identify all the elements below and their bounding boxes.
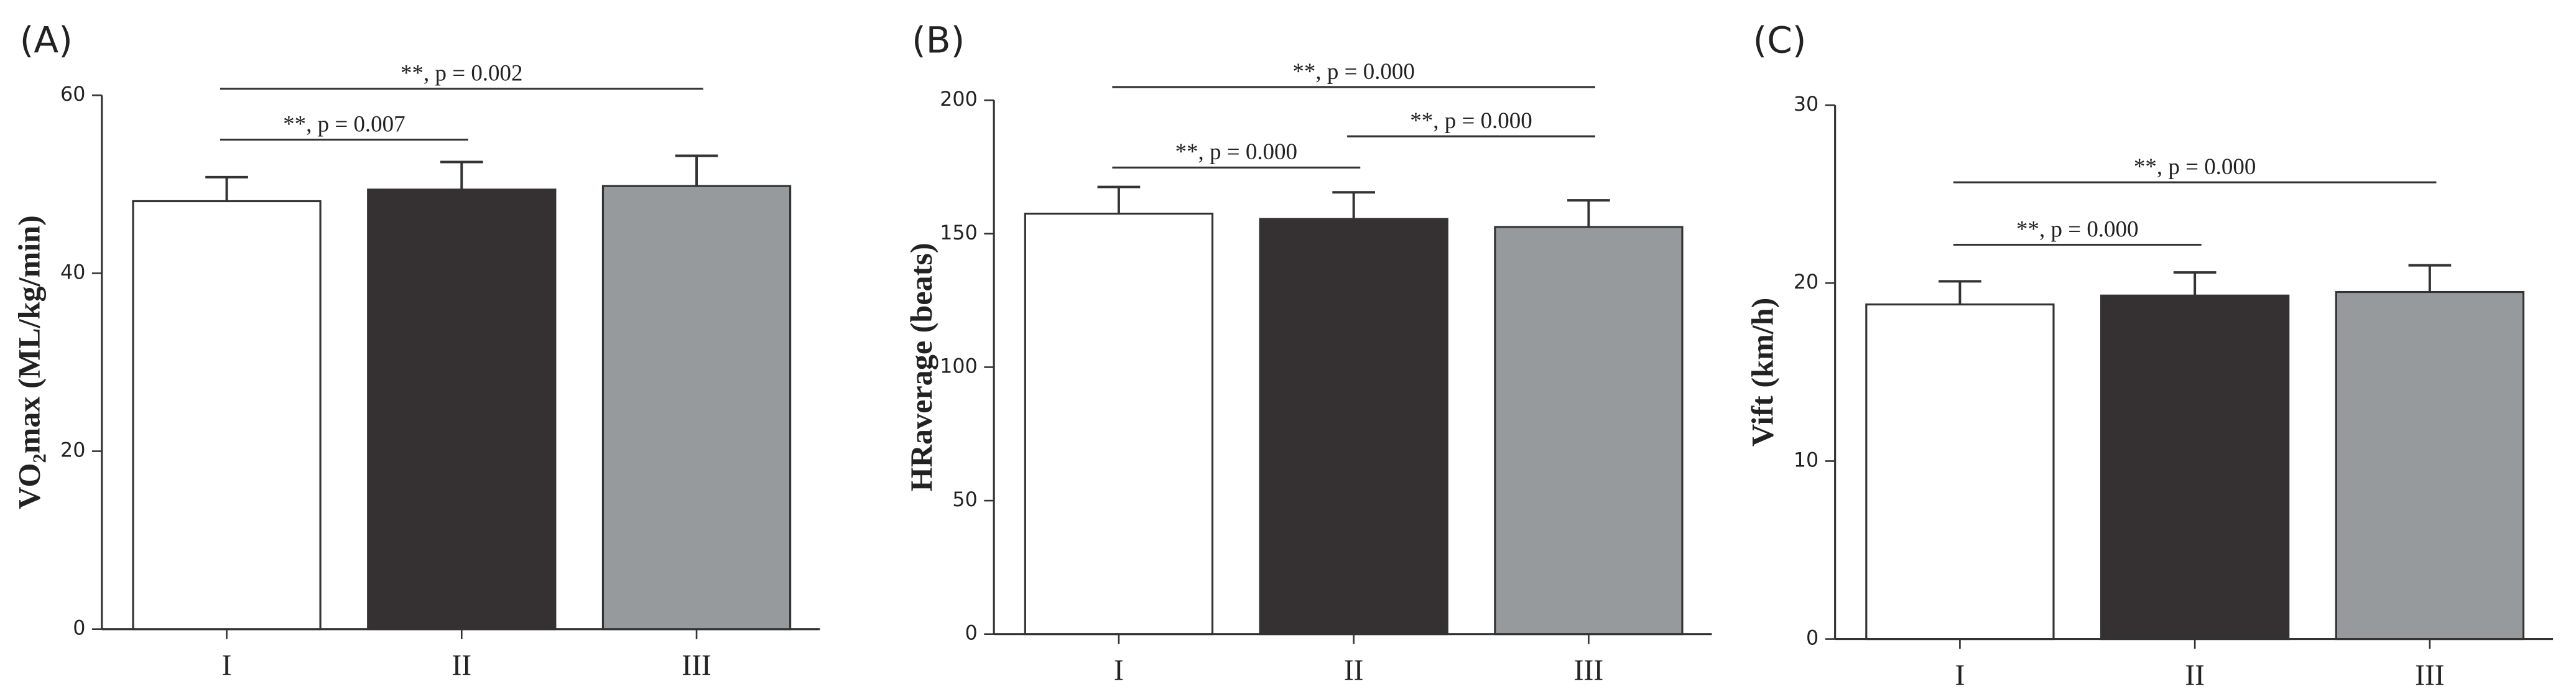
significance-label: **, p = 0.000: [2016, 216, 2138, 241]
bar: [1494, 226, 1684, 636]
error-bar: [2173, 271, 2217, 296]
significance-label: **, p = 0.000: [2134, 154, 2256, 179]
panel-label: (C): [1753, 19, 1807, 62]
error-bar: [205, 175, 248, 201]
error-bar: [440, 160, 483, 190]
error-bar: [1567, 199, 1610, 228]
x-tick-label: II: [1344, 655, 1364, 687]
y-tick-label: 20: [1794, 271, 1818, 294]
panel-label: (B): [912, 19, 965, 62]
x-tick-label: I: [1114, 655, 1124, 687]
y-axis-label: HRaverage (beats): [904, 243, 938, 491]
error-bar: [1097, 185, 1141, 214]
y-tick-label: 30: [1794, 93, 1818, 116]
bar: [132, 200, 322, 631]
x-tick-label: III: [1574, 655, 1603, 687]
y-axis-label: Vift (km/h): [1744, 298, 1779, 447]
bar: [1024, 212, 1214, 636]
bar: [1865, 303, 2055, 641]
y-axis-label: VO₂max (ML/kg/min): [11, 215, 46, 509]
bar: [2100, 294, 2290, 641]
y-tick-label: 0: [1806, 627, 1818, 650]
significance-label: **, p = 0.007: [283, 111, 405, 136]
y-tick-label: 40: [60, 261, 85, 284]
y-tick-label: 60: [60, 83, 85, 106]
error-bar: [675, 154, 718, 187]
y-tick-label: 100: [940, 355, 977, 377]
significance-label: **, p = 0.000: [1410, 108, 1532, 133]
x-tick-label: III: [682, 650, 711, 682]
error-bar: [2408, 264, 2452, 292]
x-tick-label: III: [2415, 660, 2445, 692]
x-tick-label: I: [1955, 660, 1965, 692]
y-tick-label: 0: [73, 618, 85, 640]
error-bar: [1332, 191, 1376, 220]
significance-label: **, p = 0.000: [1292, 58, 1414, 84]
bar: [367, 188, 557, 631]
y-tick-label: 150: [940, 222, 977, 244]
bar: [1259, 218, 1448, 636]
y-tick-label: 10: [1794, 449, 1818, 471]
bar: [2335, 290, 2525, 641]
significance-label: **, p = 0.002: [401, 60, 522, 85]
x-tick-label: II: [2185, 660, 2205, 692]
y-tick-label: 50: [952, 489, 977, 511]
x-tick-label: I: [222, 650, 232, 682]
y-tick-label: 0: [965, 623, 978, 645]
y-tick-label: 20: [60, 440, 85, 462]
panel-label: (A): [20, 19, 73, 62]
significance-label: **, p = 0.000: [1175, 139, 1297, 164]
x-tick-label: II: [452, 650, 471, 682]
error-bar: [1939, 280, 1981, 305]
bar: [601, 185, 792, 631]
y-tick-label: 200: [940, 88, 977, 111]
